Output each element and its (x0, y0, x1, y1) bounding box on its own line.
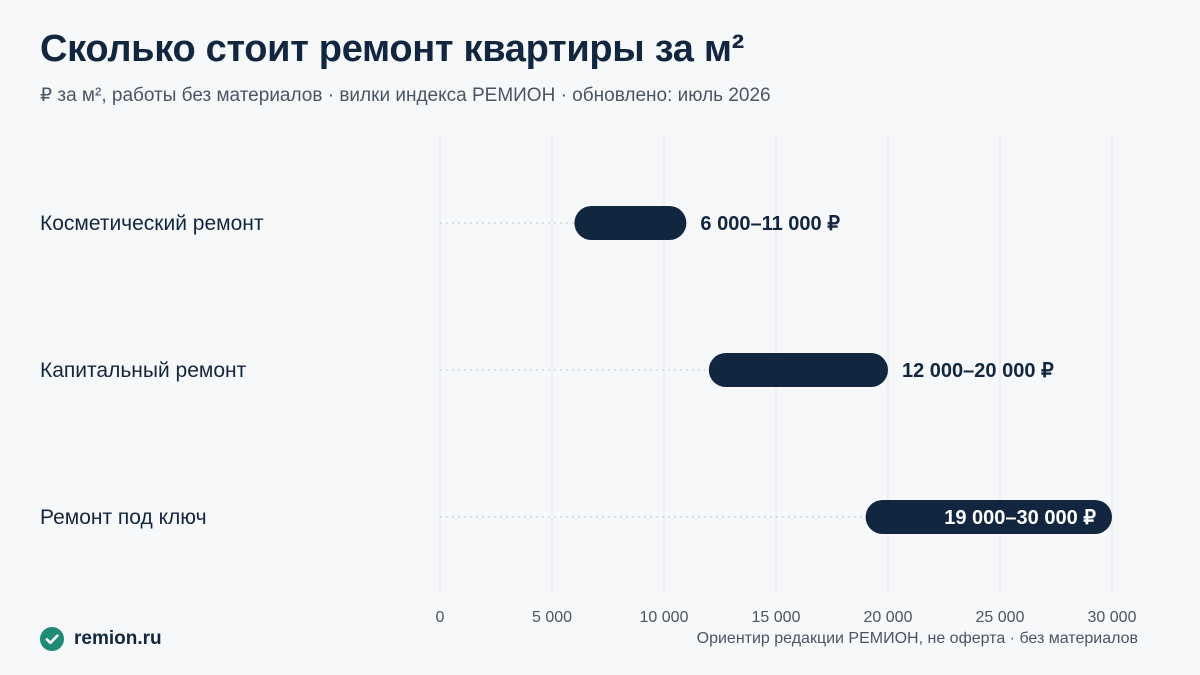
x-tick-label: 15 000 (752, 609, 801, 626)
value-label: 6 000–11 000 ₽ (700, 213, 840, 235)
x-tick-label: 20 000 (864, 609, 913, 626)
range-bar (865, 500, 1112, 534)
x-tick-label: 5 000 (532, 609, 572, 626)
footer-note: Ориентир редакции РЕМИОН, не оферта · бе… (696, 630, 1138, 647)
x-tick-label: 25 000 (976, 609, 1025, 626)
chart-subtitle: ₽ за м², работы без материалов · вилки и… (40, 85, 771, 106)
range-bar (574, 206, 687, 240)
category-label: Косметический ремонт (40, 212, 264, 235)
chart-title: Сколько стоит ремонт квартиры за м² (40, 28, 745, 70)
brand-name: remion.ru (74, 628, 162, 649)
x-tick-label: 0 (436, 609, 445, 626)
x-tick-label: 10 000 (640, 609, 689, 626)
category-label: Ремонт под ключ (40, 506, 207, 529)
range-bar (708, 353, 888, 387)
brand[interactable]: remion.ru (40, 627, 162, 651)
value-label: 12 000–20 000 ₽ (902, 360, 1054, 382)
x-tick-label: 30 000 (1088, 609, 1137, 626)
category-label: Капитальный ремонт (40, 359, 247, 382)
value-label: 19 000–30 000 ₽ (944, 507, 1096, 529)
check-circle-icon (40, 627, 64, 651)
